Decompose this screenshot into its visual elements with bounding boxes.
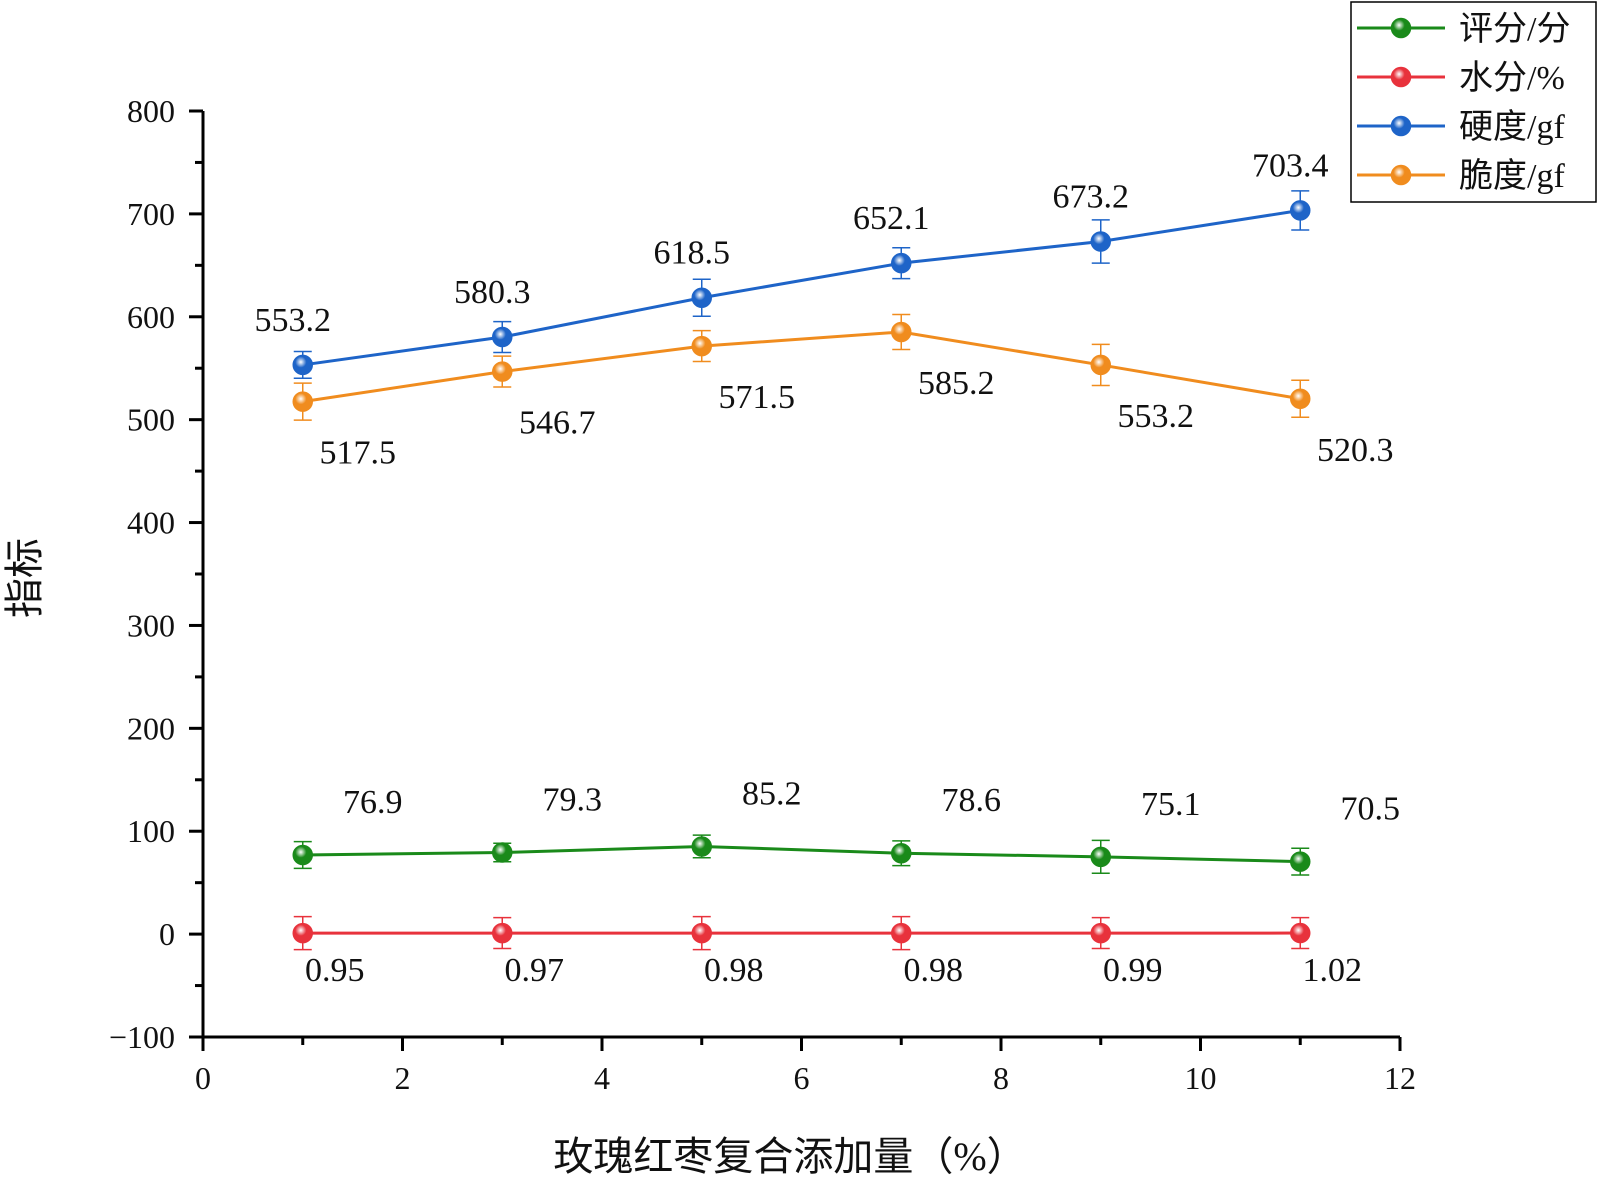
y-tick-label: 600 (127, 299, 175, 335)
data-point (691, 836, 712, 857)
data-label: 0.95 (305, 952, 365, 989)
legend-label: 水分/% (1459, 60, 1565, 97)
data-label: 553.2 (255, 302, 332, 339)
x-tick-label: 0 (195, 1060, 211, 1096)
data-point (492, 361, 513, 382)
data-point (891, 842, 912, 864)
x-tick-label: 8 (993, 1060, 1009, 1096)
legend-box (1350, 1, 1597, 203)
x-tick-label: 12 (1384, 1060, 1416, 1096)
data-label: 585.2 (918, 365, 995, 402)
x-tick-label: 4 (594, 1060, 610, 1096)
data-point (292, 922, 313, 944)
data-label: 79.3 (543, 782, 603, 819)
y-tick-label: 800 (127, 93, 175, 129)
data-point (891, 922, 912, 944)
data-point (292, 391, 313, 412)
data-point (691, 922, 712, 944)
y-tick-label: 700 (127, 196, 175, 232)
data-point (492, 842, 513, 863)
series-line (302, 330, 1301, 404)
series-1 (292, 834, 1311, 876)
data-point (492, 326, 513, 348)
data-label: 0.98 (904, 952, 964, 989)
data-point (492, 922, 513, 944)
data-label: 75.1 (1141, 786, 1201, 823)
axes: −100 0 100 200 300 400 500 600 700 800 0 2 4 6 8 10 12 (109, 93, 1416, 1096)
series-line (302, 208, 1301, 367)
legend-label: 硬度/gf (1459, 108, 1565, 146)
legend-label: 评分/分 (1459, 11, 1570, 48)
data-label: 70.5 (1341, 791, 1401, 828)
data-point (1290, 388, 1311, 410)
data-label: 78.6 (942, 782, 1002, 819)
data-label: 571.5 (719, 379, 796, 416)
legend-item: 水分/% (1357, 60, 1565, 97)
y-tick-label: 500 (127, 402, 175, 438)
data-point (1290, 851, 1311, 872)
legend-marker (1390, 164, 1412, 186)
data-labels: 76.9 79.3 85.2 78.6 75.1 70.5 0.95 0.97 0.98 0.98… (255, 147, 1401, 989)
data-label: 553.2 (1118, 398, 1195, 435)
data-point (1090, 846, 1111, 868)
y-tick-label: 300 (127, 607, 175, 643)
data-label: 520.3 (1317, 432, 1394, 469)
data-label: 0.99 (1103, 952, 1163, 989)
data-point (292, 354, 313, 376)
series-2 (292, 915, 1311, 951)
y-tick-label: 100 (127, 813, 175, 849)
series-line (302, 844, 1301, 864)
legend-marker (1390, 17, 1412, 39)
y-tick-label: −100 (109, 1019, 175, 1055)
y-tick-label: 0 (159, 916, 175, 952)
data-label: 703.4 (1252, 147, 1329, 184)
legend-marker (1390, 66, 1412, 88)
x-axis-title: 玫瑰红枣复合添加量（%） (553, 1134, 1026, 1179)
legend-item: 脆度/gf (1357, 157, 1565, 195)
data-label: 673.2 (1053, 178, 1130, 215)
data-point (891, 321, 912, 343)
data-point (292, 844, 313, 866)
x-tick-label: 2 (395, 1060, 411, 1096)
y-tick-label: 200 (127, 710, 175, 746)
legend-label: 脆度/gf (1459, 157, 1565, 195)
series-layer (292, 190, 1311, 951)
data-label: 517.5 (320, 435, 397, 472)
data-point (891, 252, 912, 274)
data-point (1290, 200, 1311, 221)
x-tick-label: 6 (794, 1060, 810, 1096)
data-label: 76.9 (343, 784, 403, 821)
data-point (1090, 922, 1111, 944)
y-tick-label: 400 (127, 505, 175, 541)
data-label: 652.1 (853, 200, 930, 237)
x-tick-label: 10 (1185, 1060, 1217, 1096)
data-label: 618.5 (654, 235, 731, 272)
data-label: 546.7 (519, 405, 596, 442)
data-point (691, 287, 712, 308)
legend-item: 评分/分 (1357, 11, 1570, 48)
data-point (691, 335, 712, 357)
legend-marker (1390, 115, 1412, 137)
data-label: 85.2 (742, 775, 802, 812)
legend-item: 硬度/gf (1357, 108, 1565, 146)
series-3 (292, 190, 1311, 380)
series-4 (292, 313, 1311, 421)
data-label: 0.98 (704, 952, 764, 989)
data-label: 1.02 (1303, 952, 1363, 989)
legend: 评分/分水分/% 硬度/gf 脆度/gf (1350, 1, 1597, 203)
data-point (1090, 354, 1111, 376)
y-axis-title: 指标 (2, 538, 47, 618)
data-point (1290, 922, 1311, 944)
data-label: 0.97 (505, 952, 565, 989)
data-label: 580.3 (454, 274, 531, 311)
data-point (1090, 231, 1111, 252)
